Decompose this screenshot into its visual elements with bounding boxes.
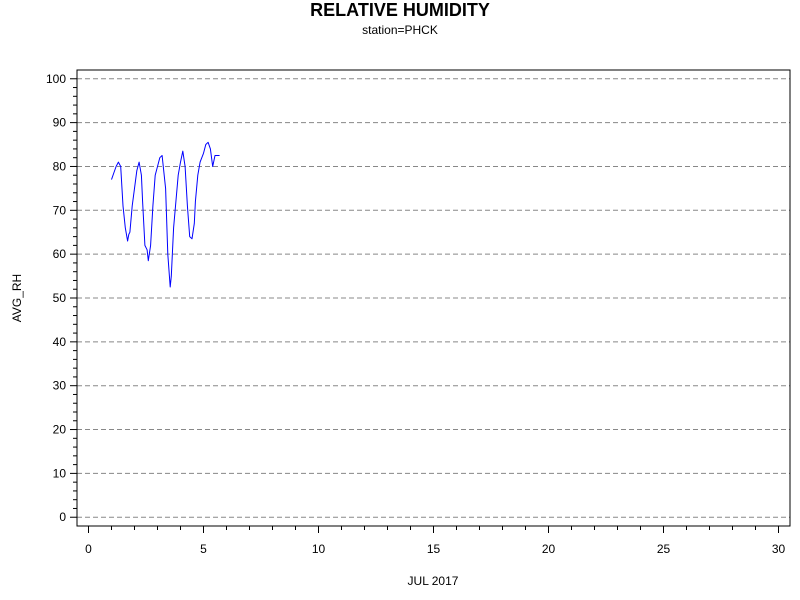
chart-title: RELATIVE HUMIDITY bbox=[310, 0, 490, 20]
x-axis: 0 5 10 15 20 25 30 bbox=[85, 526, 785, 556]
y-tick-label: 80 bbox=[53, 159, 67, 173]
x-axis-label: JUL 2017 bbox=[408, 574, 459, 588]
y-tick-label: 10 bbox=[53, 466, 67, 480]
series-line bbox=[111, 141, 220, 288]
y-axis: 0 10 20 30 40 50 60 70 80 90 100 bbox=[46, 72, 77, 524]
y-axis-label: AVG_RH bbox=[10, 274, 24, 322]
y-tick-label: 20 bbox=[53, 423, 67, 437]
chart-subtitle: station=PHCK bbox=[362, 23, 438, 37]
y-tick-label: 30 bbox=[53, 379, 67, 393]
x-tick-label: 5 bbox=[200, 542, 207, 556]
y-tick-label: 100 bbox=[46, 72, 66, 86]
y-tick-label: 50 bbox=[53, 291, 67, 305]
x-tick-label: 25 bbox=[657, 542, 671, 556]
series-layer bbox=[111, 141, 220, 288]
x-tick-label: 0 bbox=[85, 542, 92, 556]
x-tick-label: 15 bbox=[427, 542, 441, 556]
y-tick-label: 70 bbox=[53, 203, 67, 217]
x-tick-label: 20 bbox=[542, 542, 556, 556]
x-tick-label: 30 bbox=[772, 542, 786, 556]
gridlines bbox=[77, 78, 790, 518]
y-tick-label: 60 bbox=[53, 247, 67, 261]
y-tick-label: 0 bbox=[59, 510, 66, 524]
y-tick-label: 40 bbox=[53, 335, 67, 349]
y-tick-label: 90 bbox=[53, 116, 67, 130]
x-tick-label: 10 bbox=[312, 542, 326, 556]
